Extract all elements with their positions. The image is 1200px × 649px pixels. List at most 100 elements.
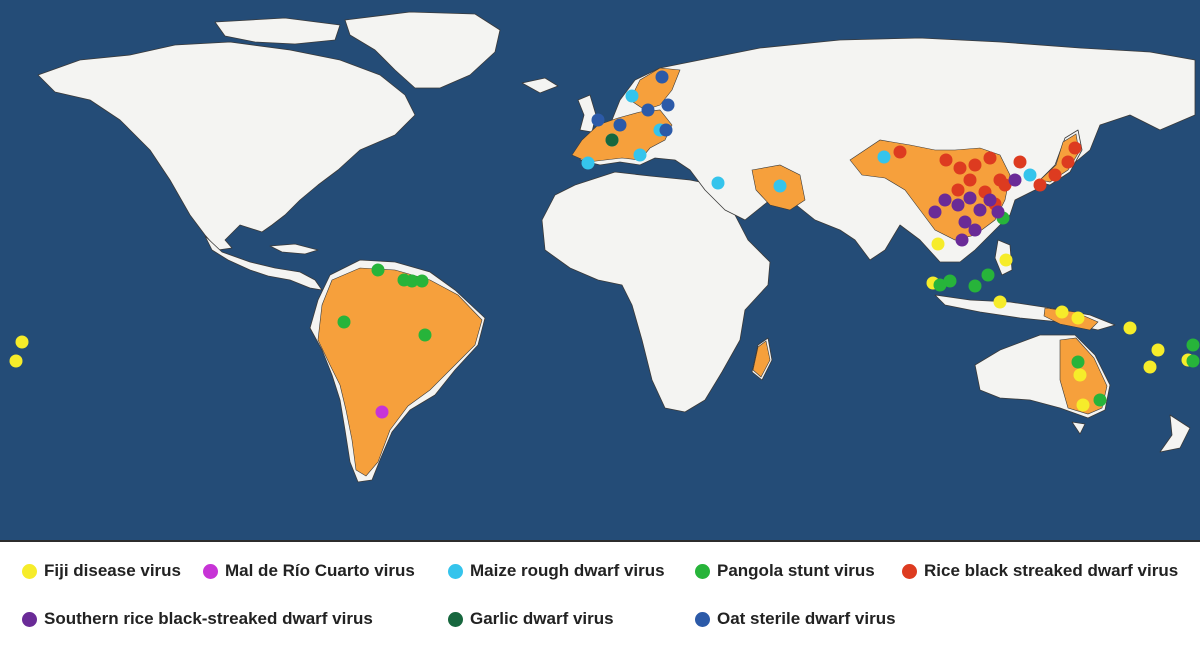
landmass-greenland <box>344 11 501 89</box>
world-map <box>0 0 1200 542</box>
marker-psv <box>968 279 982 293</box>
landmass-central-america <box>204 235 323 291</box>
landmass-caribbean <box>269 243 319 255</box>
legend-swatch-psv <box>695 563 710 579</box>
marker-rbsdv <box>963 173 977 187</box>
marker-fiji <box>1071 311 1085 325</box>
marker-mrcv <box>375 405 389 419</box>
marker-psv <box>415 274 429 288</box>
marker-psv <box>371 263 385 277</box>
marker-fiji <box>1055 305 1069 319</box>
legend-item-mrdv: Maize rough dwarf virus <box>448 559 665 583</box>
marker-mrdv <box>581 156 595 170</box>
marker-srbsdv <box>991 205 1005 219</box>
marker-psv <box>405 274 419 288</box>
marker-psv <box>1093 393 1107 407</box>
legend-label-srbsdv: Southern rice black-streaked dwarf virus <box>44 609 373 628</box>
marker-mrdv <box>1023 168 1037 182</box>
marker-psv <box>1186 338 1200 352</box>
legend-swatch-rbsdv <box>902 563 917 579</box>
marker-mrdv <box>711 176 725 190</box>
marker-srbsdv <box>938 193 952 207</box>
marker-psv <box>1071 355 1085 369</box>
marker-psv <box>337 315 351 329</box>
region-south-america-reported <box>317 267 483 477</box>
marker-rbsdv <box>1068 141 1082 155</box>
legend-item-rbsdv: Rice black streaked dwarf virus <box>902 559 1178 583</box>
legend-swatch-fiji <box>22 563 37 579</box>
marker-psv <box>1186 354 1200 368</box>
marker-srbsdv <box>963 191 977 205</box>
marker-fiji <box>999 253 1013 267</box>
marker-fiji <box>1143 360 1157 374</box>
marker-srbsdv <box>958 215 972 229</box>
legend-swatch-mrcv <box>203 563 218 579</box>
marker-osdv <box>641 103 655 117</box>
landmass-new-zealand <box>1159 414 1191 453</box>
legend-item-osdv: Oat sterile dwarf virus <box>695 607 896 631</box>
marker-rbsdv <box>951 183 965 197</box>
legend-swatch-osdv <box>695 611 710 627</box>
marker-rbsdv <box>1061 155 1075 169</box>
marker-srbsdv <box>973 203 987 217</box>
marker-mrdv <box>877 150 891 164</box>
landmass-arctic-islands <box>214 17 341 45</box>
legend-label-mrdv: Maize rough dwarf virus <box>470 561 665 580</box>
marker-fiji <box>15 335 29 349</box>
region-madagascar-reported <box>752 340 771 378</box>
marker-rbsdv <box>998 178 1012 192</box>
legend-item-srbsdv: Southern rice black-streaked dwarf virus <box>22 607 373 631</box>
legend-swatch-gdv <box>448 611 463 627</box>
legend-label-fiji: Fiji disease virus <box>44 561 182 580</box>
marker-fiji <box>931 237 945 251</box>
marker-rbsdv <box>983 151 997 165</box>
marker-osdv <box>613 118 627 132</box>
world-map-svg <box>9 11 1200 483</box>
marker-srbsdv <box>951 198 965 212</box>
legend-label-osdv: Oat sterile dwarf virus <box>717 609 896 628</box>
marker-psv <box>943 274 957 288</box>
marker-rbsdv <box>953 161 967 175</box>
legend-swatch-mrdv <box>448 563 463 579</box>
marker-osdv <box>591 113 605 127</box>
marker-rbsdv <box>1048 168 1062 182</box>
marker-mrdv <box>773 179 787 193</box>
marker-fiji <box>1073 368 1087 382</box>
legend: Fiji disease virus Mal de Río Cuarto vir… <box>0 542 1200 649</box>
marker-rbsdv <box>939 153 953 167</box>
legend-swatch-srbsdv <box>22 611 37 627</box>
legend-item-psv: Pangola stunt virus <box>695 559 875 583</box>
marker-psv <box>933 278 947 292</box>
marker-srbsdv <box>983 193 997 207</box>
landmass-north-america <box>37 41 416 251</box>
legend-label-psv: Pangola stunt virus <box>717 561 875 580</box>
marker-osdv <box>659 123 673 137</box>
marker-srbsdv <box>928 205 942 219</box>
marker-srbsdv <box>955 233 969 247</box>
marker-rbsdv <box>1033 178 1047 192</box>
marker-mrdv <box>625 89 639 103</box>
marker-fiji <box>1151 343 1165 357</box>
marker-gdv <box>605 133 619 147</box>
legend-label-mrcv: Mal de Río Cuarto virus <box>225 561 415 580</box>
marker-osdv <box>661 98 675 112</box>
legend-item-mrcv: Mal de Río Cuarto virus <box>203 559 415 583</box>
marker-psv <box>418 328 432 342</box>
landmass-iceland <box>521 77 559 94</box>
legend-item-fiji: Fiji disease virus <box>22 559 181 583</box>
legend-item-gdv: Garlic dwarf virus <box>448 607 614 631</box>
marker-psv <box>981 268 995 282</box>
marker-rbsdv <box>968 158 982 172</box>
marker-osdv <box>655 70 669 84</box>
marker-fiji <box>993 295 1007 309</box>
legend-label-rbsdv: Rice black streaked dwarf virus <box>924 561 1179 580</box>
marker-srbsdv <box>1008 173 1022 187</box>
marker-rbsdv <box>893 145 907 159</box>
marker-rbsdv <box>1013 155 1027 169</box>
legend-label-gdv: Garlic dwarf virus <box>470 609 614 628</box>
marker-fiji <box>1076 398 1090 412</box>
marker-fiji <box>1123 321 1137 335</box>
landmass-tasmania <box>1071 421 1086 435</box>
marker-mrdv <box>633 148 647 162</box>
marker-fiji <box>9 354 23 368</box>
